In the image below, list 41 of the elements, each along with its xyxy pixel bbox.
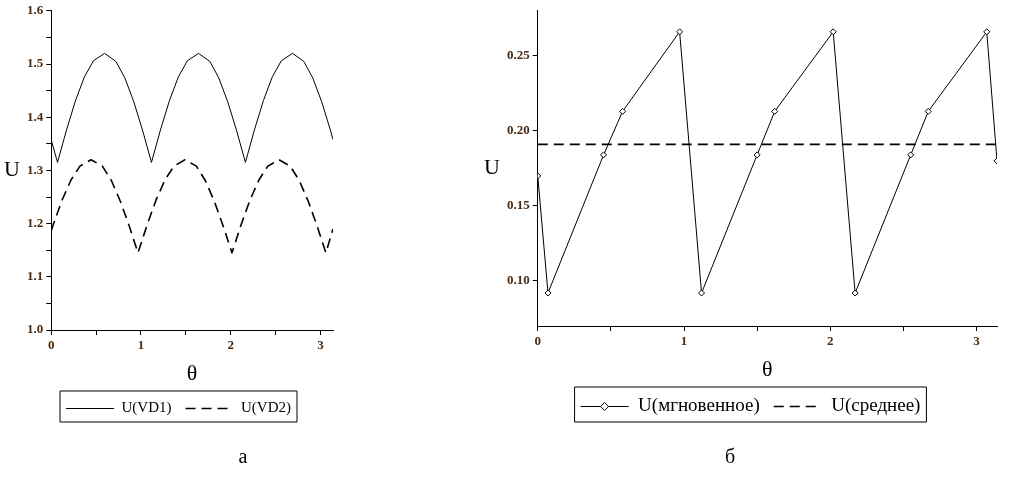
x-axis-title: θ [186, 359, 198, 385]
point [907, 151, 915, 159]
y-tick-label: 1.4 [27, 108, 44, 124]
y-axis-title: U [484, 154, 500, 180]
y-tick-label: 0.10 [507, 272, 530, 288]
y-tick-label: 1.1 [27, 268, 44, 284]
x-tick-label: 0 [534, 333, 541, 349]
legend-label: U(VD2) [241, 399, 291, 417]
point [983, 28, 991, 36]
x-axis-title: θ [762, 355, 773, 381]
text: б [723, 445, 737, 468]
legend-label: U(VD1) [121, 399, 172, 417]
legend-label: U(среднее) [831, 394, 921, 417]
x-tick-label: 3 [973, 333, 981, 349]
y-tick-label: 0.15 [507, 197, 531, 213]
point [771, 107, 779, 115]
x-tick-label: 1 [680, 333, 688, 349]
point [600, 151, 608, 159]
y-tick-label: 1.2 [27, 214, 44, 230]
y-axis-title: U [4, 156, 20, 182]
x-tick-label: 1 [137, 337, 145, 353]
point [924, 107, 932, 115]
text: а [237, 445, 249, 468]
x-tick-label: 2 [827, 333, 834, 349]
y-tick-label: 1.3 [27, 161, 44, 177]
point [851, 289, 859, 297]
point [544, 289, 552, 297]
x-tick-label: 2 [227, 337, 234, 353]
legend-label: U(мгновенное) [638, 394, 760, 417]
point [698, 289, 706, 297]
point [619, 107, 627, 115]
y-tick-label: 0.25 [507, 47, 531, 63]
x-tick-label: 3 [317, 337, 325, 353]
x-tick-label: 0 [48, 337, 55, 353]
point [676, 28, 684, 36]
y-tick-label: 0.20 [507, 122, 530, 138]
y-tick-label: 1.5 [27, 55, 44, 71]
point [753, 151, 761, 159]
y-tick-label: 1.0 [27, 321, 44, 337]
point [829, 28, 837, 36]
y-tick-label: 1.6 [27, 2, 44, 18]
